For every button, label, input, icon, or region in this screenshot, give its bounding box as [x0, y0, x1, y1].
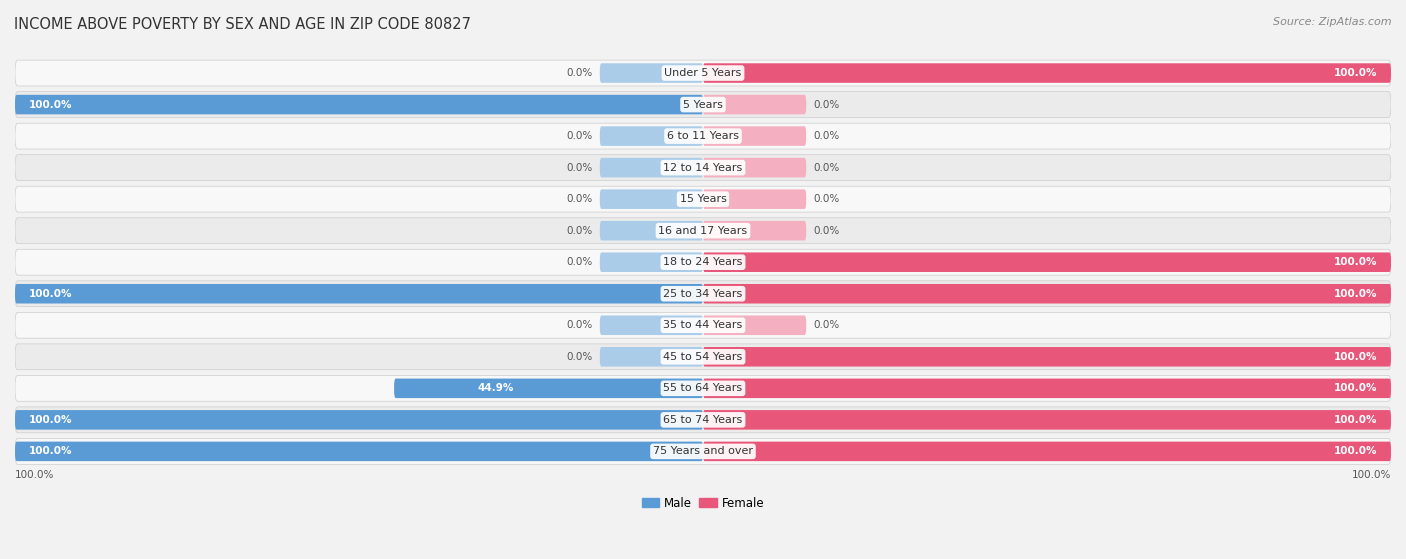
FancyBboxPatch shape [15, 376, 1391, 401]
Text: Source: ZipAtlas.com: Source: ZipAtlas.com [1274, 17, 1392, 27]
FancyBboxPatch shape [15, 410, 703, 430]
FancyBboxPatch shape [600, 347, 703, 367]
FancyBboxPatch shape [600, 63, 703, 83]
Text: 0.0%: 0.0% [567, 194, 593, 204]
Text: 100.0%: 100.0% [28, 100, 72, 110]
Text: 35 to 44 Years: 35 to 44 Years [664, 320, 742, 330]
FancyBboxPatch shape [703, 221, 806, 240]
FancyBboxPatch shape [15, 442, 703, 461]
Text: 6 to 11 Years: 6 to 11 Years [666, 131, 740, 141]
Text: 100.0%: 100.0% [28, 289, 72, 299]
FancyBboxPatch shape [15, 92, 1391, 117]
Text: INCOME ABOVE POVERTY BY SEX AND AGE IN ZIP CODE 80827: INCOME ABOVE POVERTY BY SEX AND AGE IN Z… [14, 17, 471, 32]
FancyBboxPatch shape [15, 155, 1391, 181]
Text: 45 to 54 Years: 45 to 54 Years [664, 352, 742, 362]
Text: 0.0%: 0.0% [813, 163, 839, 173]
Text: 75 Years and over: 75 Years and over [652, 447, 754, 456]
Text: 15 Years: 15 Years [679, 194, 727, 204]
FancyBboxPatch shape [703, 253, 1391, 272]
Text: 16 and 17 Years: 16 and 17 Years [658, 226, 748, 236]
Text: 100.0%: 100.0% [1334, 447, 1378, 456]
Text: 0.0%: 0.0% [813, 100, 839, 110]
FancyBboxPatch shape [600, 315, 703, 335]
Text: 100.0%: 100.0% [1334, 415, 1378, 425]
Text: 65 to 74 Years: 65 to 74 Years [664, 415, 742, 425]
Text: 100.0%: 100.0% [1334, 68, 1378, 78]
Text: 12 to 14 Years: 12 to 14 Years [664, 163, 742, 173]
FancyBboxPatch shape [15, 249, 1391, 275]
FancyBboxPatch shape [600, 126, 703, 146]
Text: 0.0%: 0.0% [813, 320, 839, 330]
Text: 100.0%: 100.0% [28, 447, 72, 456]
FancyBboxPatch shape [600, 190, 703, 209]
FancyBboxPatch shape [703, 284, 1391, 304]
FancyBboxPatch shape [15, 123, 1391, 149]
FancyBboxPatch shape [15, 186, 1391, 212]
Legend: Male, Female: Male, Female [637, 492, 769, 514]
FancyBboxPatch shape [600, 221, 703, 240]
Text: 25 to 34 Years: 25 to 34 Years [664, 289, 742, 299]
FancyBboxPatch shape [600, 158, 703, 177]
FancyBboxPatch shape [15, 344, 1391, 369]
Text: Under 5 Years: Under 5 Years [665, 68, 741, 78]
FancyBboxPatch shape [703, 378, 1391, 398]
FancyBboxPatch shape [15, 284, 703, 304]
Text: 0.0%: 0.0% [813, 226, 839, 236]
FancyBboxPatch shape [703, 410, 1391, 430]
Text: 0.0%: 0.0% [567, 320, 593, 330]
FancyBboxPatch shape [703, 347, 1391, 367]
Text: 5 Years: 5 Years [683, 100, 723, 110]
FancyBboxPatch shape [394, 378, 703, 398]
FancyBboxPatch shape [703, 158, 806, 177]
Text: 100.0%: 100.0% [1334, 257, 1378, 267]
FancyBboxPatch shape [15, 312, 1391, 338]
Text: 100.0%: 100.0% [1351, 470, 1391, 480]
FancyBboxPatch shape [703, 63, 1391, 83]
Text: 0.0%: 0.0% [567, 352, 593, 362]
Text: 100.0%: 100.0% [28, 415, 72, 425]
FancyBboxPatch shape [703, 95, 806, 115]
FancyBboxPatch shape [600, 253, 703, 272]
Text: 100.0%: 100.0% [1334, 383, 1378, 394]
FancyBboxPatch shape [703, 442, 1391, 461]
Text: 0.0%: 0.0% [567, 163, 593, 173]
FancyBboxPatch shape [15, 95, 703, 115]
Text: 0.0%: 0.0% [567, 226, 593, 236]
FancyBboxPatch shape [15, 281, 1391, 307]
FancyBboxPatch shape [15, 407, 1391, 433]
Text: 0.0%: 0.0% [567, 68, 593, 78]
Text: 44.9%: 44.9% [478, 383, 515, 394]
Text: 0.0%: 0.0% [567, 131, 593, 141]
Text: 55 to 64 Years: 55 to 64 Years [664, 383, 742, 394]
Text: 0.0%: 0.0% [813, 131, 839, 141]
Text: 0.0%: 0.0% [813, 194, 839, 204]
FancyBboxPatch shape [703, 190, 806, 209]
FancyBboxPatch shape [15, 60, 1391, 86]
FancyBboxPatch shape [15, 438, 1391, 465]
FancyBboxPatch shape [703, 126, 806, 146]
Text: 0.0%: 0.0% [567, 257, 593, 267]
Text: 18 to 24 Years: 18 to 24 Years [664, 257, 742, 267]
Text: 100.0%: 100.0% [1334, 352, 1378, 362]
Text: 100.0%: 100.0% [1334, 289, 1378, 299]
Text: 100.0%: 100.0% [15, 470, 55, 480]
FancyBboxPatch shape [703, 315, 806, 335]
FancyBboxPatch shape [15, 218, 1391, 244]
